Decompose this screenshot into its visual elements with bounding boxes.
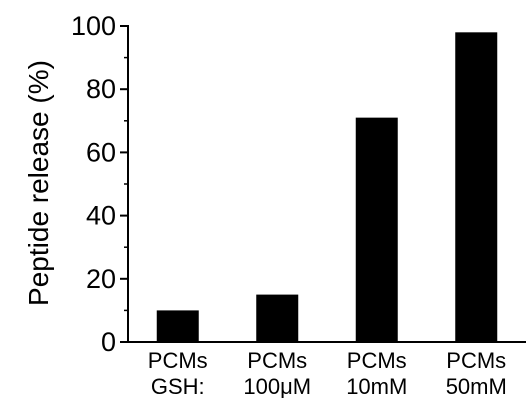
x-category-label: PCMs: [247, 348, 307, 373]
y-axis-title: Peptide release (%): [23, 60, 54, 306]
x-sublabel: GSH:: [151, 374, 205, 399]
y-tick-label: 20: [86, 264, 116, 294]
y-tick-label: 40: [86, 201, 116, 231]
y-ticks-group: 0 20 40 60 80 100: [71, 11, 128, 357]
x-category-label: PCMs: [446, 348, 506, 373]
bar: [455, 32, 498, 342]
y-tick-label: 0: [101, 327, 116, 357]
x-category-label: PCMs: [148, 348, 208, 373]
x-sublabel: 10mM: [346, 374, 407, 399]
y-tick-label: 80: [86, 74, 116, 104]
bar: [156, 310, 199, 342]
x-sublabel: 50mM: [446, 374, 507, 399]
y-tick-label: 100: [71, 11, 116, 41]
y-tick-label: 60: [86, 137, 116, 167]
bar: [355, 117, 398, 342]
bars-group: [156, 32, 498, 342]
x-sublabel: 100μM: [243, 374, 311, 399]
bar: [256, 294, 299, 342]
x-category-label: PCMs: [347, 348, 407, 373]
